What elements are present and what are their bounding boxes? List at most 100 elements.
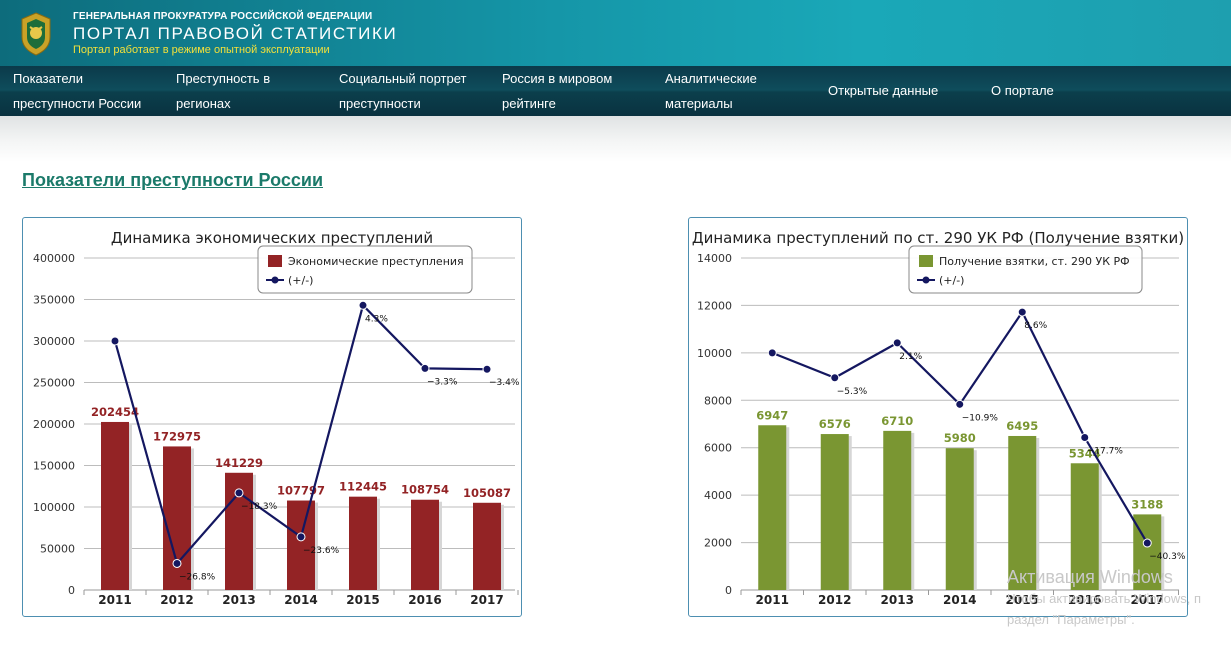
nav-item-label: Россия в мировом	[502, 71, 613, 86]
x-tick-label: 2016	[408, 593, 441, 607]
change-label: −17.7%	[1087, 447, 1124, 457]
y-tick-label: 350000	[33, 294, 75, 307]
legend-bar-label: Получение взятки, ст. 290 УК РФ	[939, 255, 1130, 268]
nav-item-regional-crime[interactable]: Преступность в регионах	[176, 66, 270, 116]
x-tick-label: 2015	[346, 593, 379, 607]
portal-title[interactable]: ПОРТАЛ ПРАВОВОЙ СТАТИСТИКИ	[73, 24, 398, 43]
change-point	[830, 373, 840, 383]
y-tick-label: 50000	[40, 543, 75, 556]
bar-value-label: 108754	[401, 483, 449, 497]
nav-item-analytics[interactable]: Аналитические материалы	[665, 66, 757, 116]
x-tick-label: 2011	[98, 593, 131, 607]
legend-bar-swatch	[268, 255, 282, 267]
nav-item-social-portrait[interactable]: Социальный портрет преступности	[339, 66, 466, 116]
bar-value-label: 202454	[91, 405, 139, 419]
windows-activation-watermark-title: Активация Windows	[1007, 567, 1173, 587]
change-point	[110, 336, 120, 346]
x-tick-label: 2017	[470, 593, 503, 607]
nav-item-label: Открытые данные	[828, 83, 939, 98]
x-tick-label: 2014	[943, 593, 976, 607]
y-tick-label: 2000	[704, 537, 732, 550]
chart-title: Динамика экономических преступлений	[111, 229, 433, 247]
windows-activation-watermark-text-2: раздел "Параметры".	[1007, 612, 1135, 627]
nav-item-label: Социальный портрет	[339, 71, 467, 86]
change-label: −10.9%	[962, 413, 999, 423]
bar-value-label: 6947	[756, 408, 788, 422]
bar	[883, 430, 912, 590]
x-tick-label: 2016	[1068, 593, 1101, 607]
change-point	[1017, 307, 1027, 317]
bar	[820, 434, 849, 590]
y-tick-label: 300000	[33, 335, 75, 348]
bar-value-label: 105087	[463, 486, 511, 500]
site-header: ГЕНЕРАЛЬНАЯ ПРОКУРАТУРА РОССИЙСКОЙ ФЕДЕР…	[0, 0, 1231, 66]
bar	[1008, 435, 1037, 590]
bar-value-label: 3188	[1131, 497, 1163, 511]
change-label: −23.6%	[303, 546, 340, 556]
bar-value-label: 5980	[944, 431, 976, 445]
bar	[411, 499, 439, 590]
x-tick-label: 2017	[1131, 593, 1164, 607]
nav-item-world-ranking[interactable]: Россия в мировом рейтинге	[502, 66, 612, 116]
nav-item-label: преступности	[339, 96, 421, 111]
y-tick-label: 12000	[697, 299, 732, 312]
y-tick-label: 4000	[704, 489, 732, 502]
change-point	[296, 532, 306, 542]
bar	[473, 502, 501, 590]
y-tick-label: 6000	[704, 442, 732, 455]
nav-item-about[interactable]: О портале	[991, 66, 1054, 116]
change-label: 2.1%	[899, 352, 922, 362]
y-tick-label: 10000	[697, 347, 732, 360]
emblem-icon[interactable]	[16, 11, 56, 57]
legend-line-label: (+/-)	[939, 274, 964, 287]
legend-bar-swatch	[919, 255, 933, 267]
x-tick-label: 2013	[881, 593, 914, 607]
economic-crimes-chart-panel: Динамика экономических преступлений 0 5000…	[22, 217, 522, 617]
page-title[interactable]: Показатели преступности России	[22, 170, 324, 190]
bar	[758, 425, 787, 590]
change-point	[234, 488, 244, 498]
bribery-chart: Динамика преступлений по ст. 290 УК РФ (…	[692, 229, 1186, 607]
change-label: 8.6%	[1024, 321, 1047, 331]
x-tick-label: 2012	[160, 593, 193, 607]
windows-activation-watermark-text: Чтобы активировать Windows, п	[1007, 591, 1202, 606]
nav-item-crime-indicators[interactable]: Показатели преступности России	[13, 66, 141, 116]
y-tick-label: 14000	[697, 252, 732, 265]
y-tick-label: 100000	[33, 501, 75, 514]
legend-bar-label: Экономические преступления	[288, 255, 464, 268]
portal-subtitle: Портал работает в режиме опытной эксплуа…	[73, 44, 330, 56]
bar	[101, 421, 129, 590]
nav-item-label: материалы	[665, 96, 733, 111]
x-tick-label: 2012	[818, 593, 851, 607]
bar	[163, 446, 191, 590]
change-point	[358, 300, 368, 310]
bar-value-label: 172975	[153, 429, 201, 443]
change-point	[172, 558, 182, 568]
y-tick-label: 0	[725, 584, 732, 597]
change-point	[1080, 433, 1090, 443]
bar	[1070, 463, 1099, 590]
x-tick-label: 2013	[222, 593, 255, 607]
legend-box	[908, 245, 1143, 294]
change-point	[892, 338, 902, 348]
change-point	[482, 364, 492, 374]
bar-value-label: 107797	[277, 484, 325, 498]
nav-item-open-data[interactable]: Открытые данные	[828, 66, 938, 116]
chart-title: Динамика преступлений по ст. 290 УК РФ (…	[692, 229, 1184, 247]
change-point	[767, 348, 777, 358]
change-label: −18.3%	[241, 502, 278, 512]
y-tick-label: 8000	[704, 394, 732, 407]
nav-item-label: Преступность в	[176, 71, 271, 86]
bar	[287, 500, 315, 590]
bar	[349, 496, 377, 590]
x-tick-label: 2014	[284, 593, 317, 607]
bar	[945, 448, 974, 590]
bar-value-label: 6576	[819, 417, 851, 431]
economic-crimes-chart: Динамика экономических преступлений 0 5000…	[33, 229, 520, 607]
change-label: 4.3%	[365, 314, 388, 324]
change-point	[1142, 538, 1152, 548]
legend-box	[257, 245, 473, 294]
change-point	[955, 399, 965, 409]
nav-item-label: регионах	[176, 96, 231, 111]
nav-item-label: О портале	[991, 83, 1054, 98]
